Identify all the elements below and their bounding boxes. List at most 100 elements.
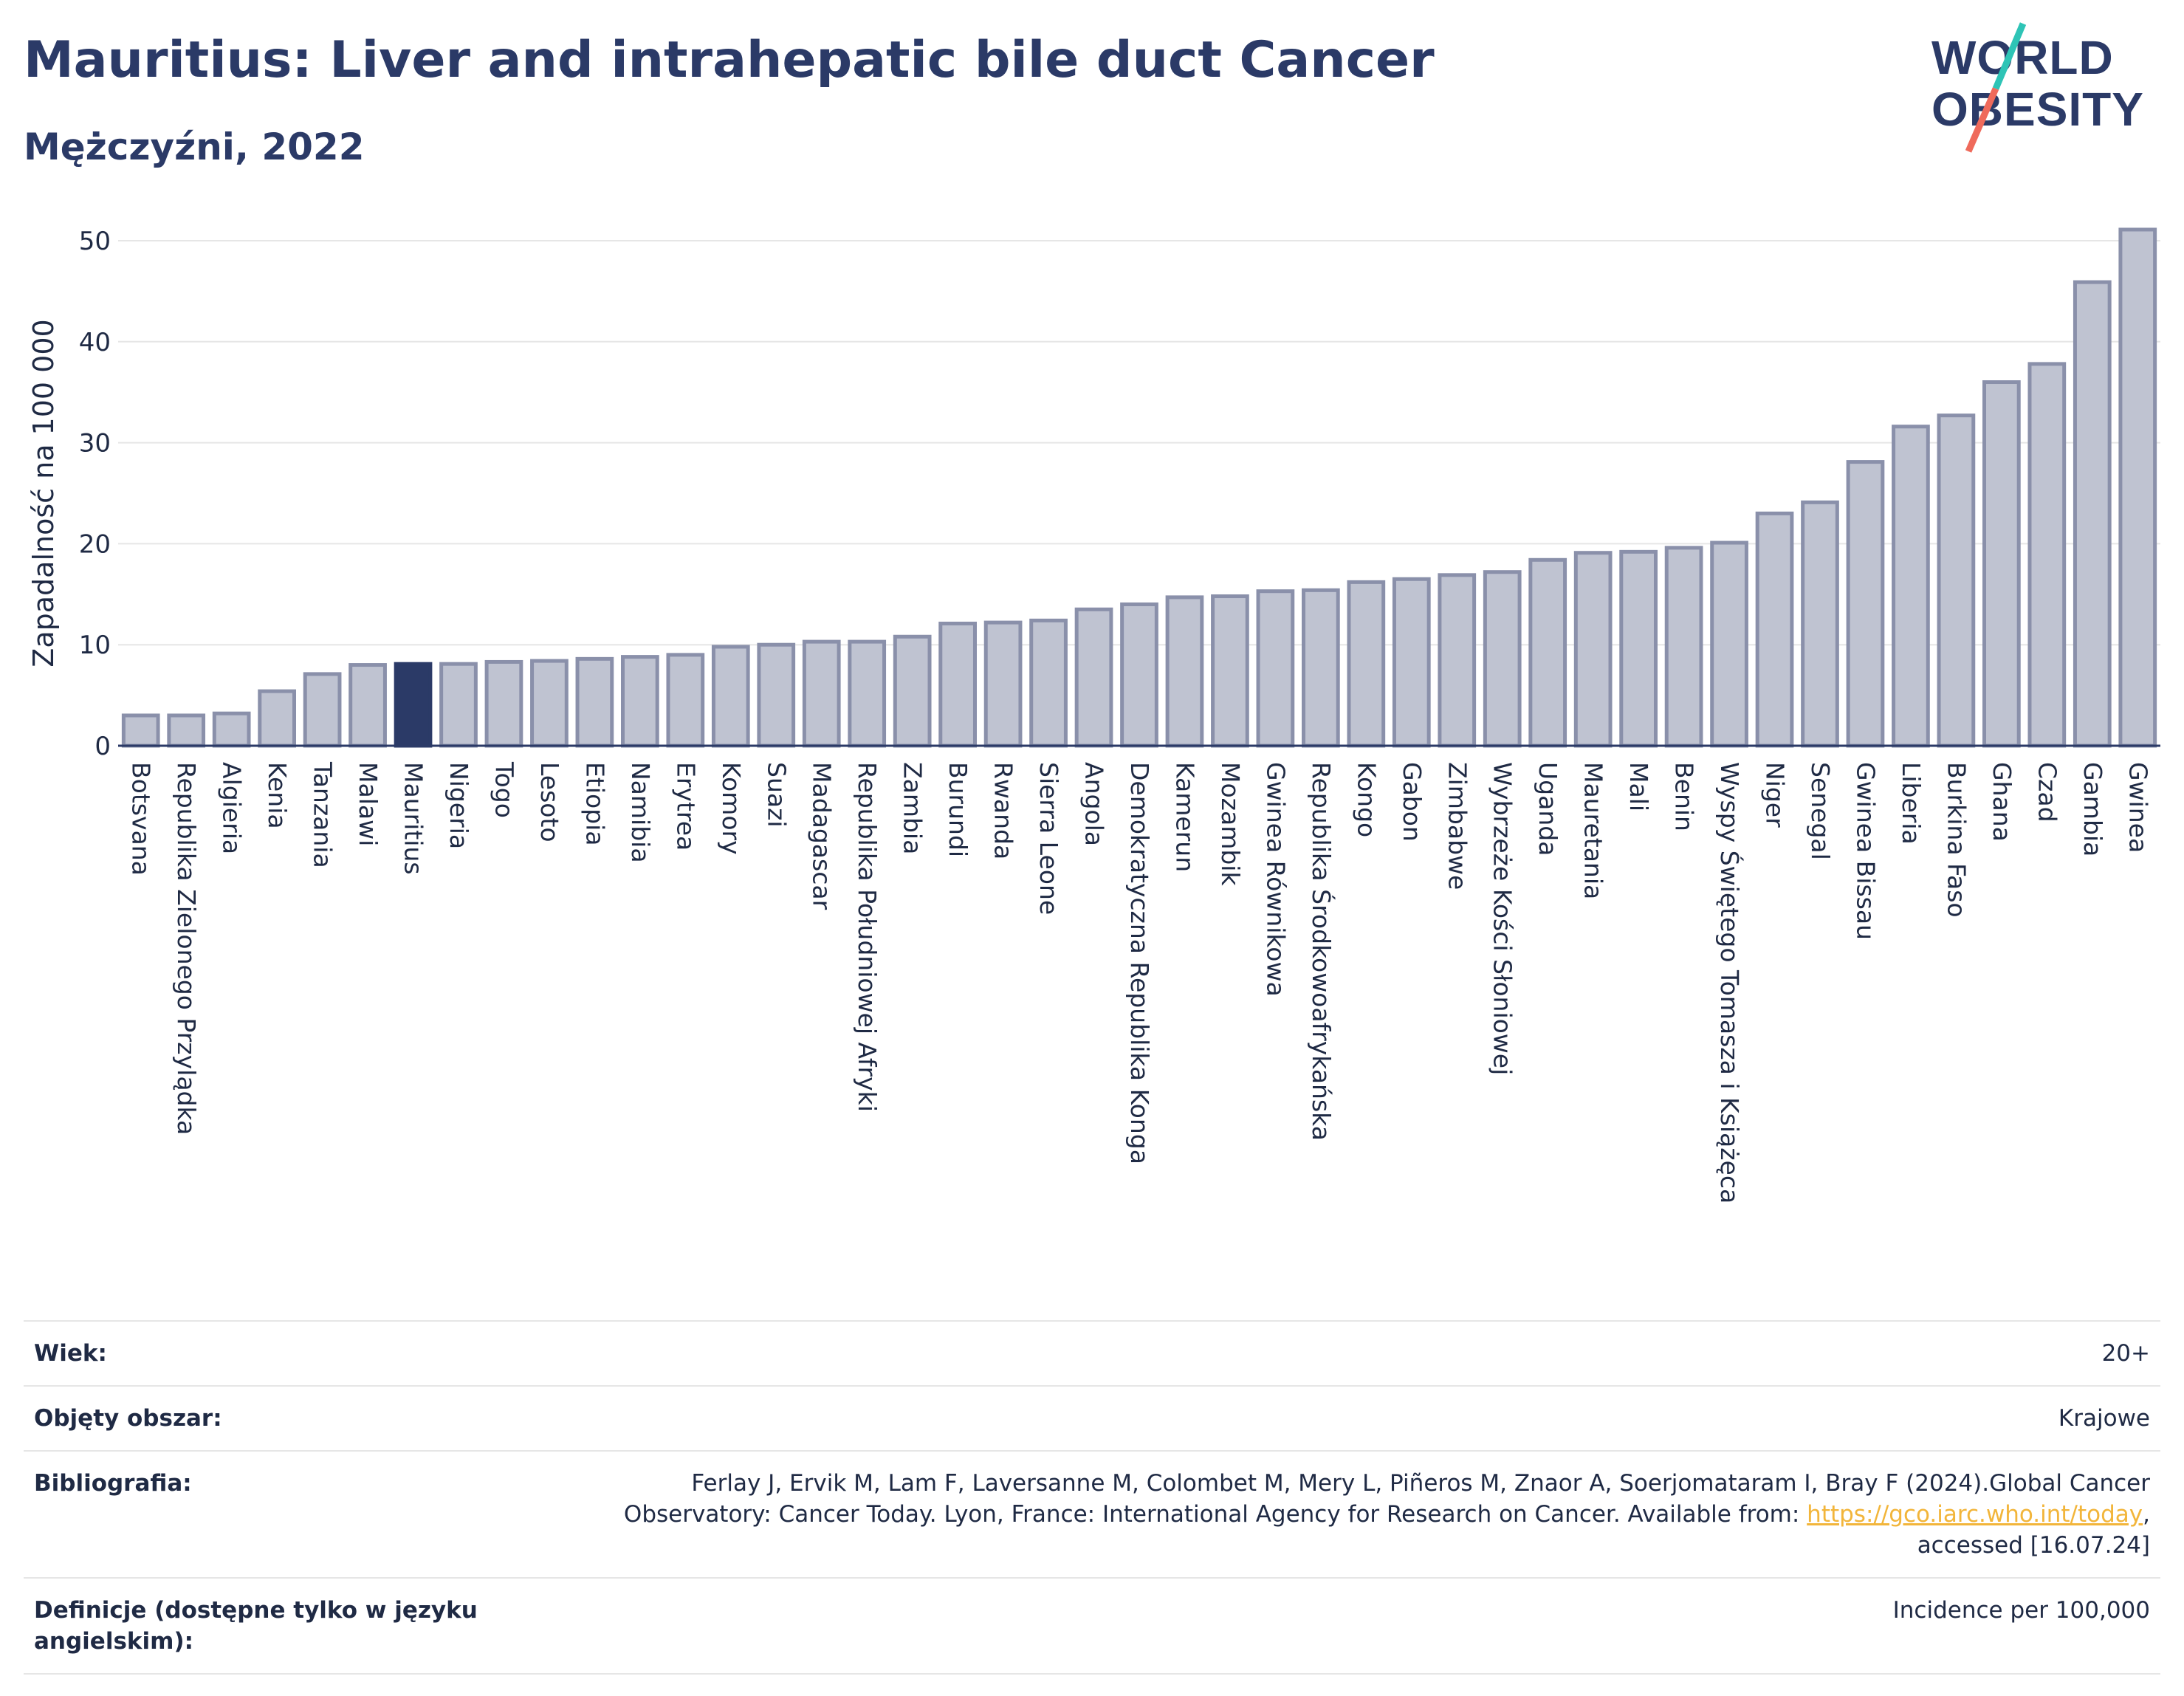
bar[interactable] xyxy=(1846,460,1885,748)
bar[interactable] xyxy=(1074,607,1113,748)
x-tick-label: Suazi xyxy=(762,762,791,828)
bar[interactable] xyxy=(893,634,932,748)
bar[interactable] xyxy=(121,713,160,748)
x-tick-label: Gwinea Bissau xyxy=(1851,762,1880,940)
bar[interactable] xyxy=(1982,380,2021,748)
bar[interactable] xyxy=(1528,557,1567,748)
world-obesity-logo: WORLD OBESITY xyxy=(1931,22,2144,153)
bar[interactable] xyxy=(711,645,750,748)
bar[interactable] xyxy=(1438,573,1477,748)
chart-title: Mauritius: Liver and intrahepatic bile d… xyxy=(24,31,1435,89)
bar[interactable] xyxy=(2027,362,2067,748)
x-tick-label: Mali xyxy=(1624,762,1653,811)
x-tick-label: Czad xyxy=(2033,762,2061,823)
bar[interactable] xyxy=(1347,580,1386,748)
bar[interactable] xyxy=(1892,425,1930,748)
meta-value: Krajowe xyxy=(2058,1405,2150,1432)
x-tick-label: Mauritius xyxy=(399,762,428,875)
x-tick-label: Malawi xyxy=(354,762,382,846)
bar[interactable] xyxy=(1619,549,1658,748)
x-tick-label: Erytrea xyxy=(671,762,700,851)
bar[interactable] xyxy=(1664,546,1703,748)
x-tick-label: Komory xyxy=(717,762,746,855)
x-tick-label: Togo xyxy=(490,761,518,818)
metadata-table: Wiek: 20+ Objęty obszar: Krajowe Bibliog… xyxy=(24,1320,2160,1675)
x-tick-label: Tanzania xyxy=(309,761,337,868)
x-tick-label: Republika Środkowoafrykańska xyxy=(1307,762,1336,1141)
bar[interactable] xyxy=(439,662,478,748)
y-tick-label: 30 xyxy=(79,429,111,459)
bar[interactable] xyxy=(1120,602,1158,748)
x-tick-label: Angola xyxy=(1080,762,1109,846)
logo-line2: OBESITY xyxy=(1931,83,2144,136)
bar[interactable] xyxy=(848,639,887,748)
meta-label: Bibliografia: xyxy=(34,1470,192,1497)
x-tick-label: Ghana xyxy=(1988,762,2016,842)
x-tick-label: Gwinea xyxy=(2123,762,2152,853)
bibliography-accessed: , accessed [16.07.24] xyxy=(1917,1501,2150,1559)
bar[interactable] xyxy=(484,659,523,748)
bar[interactable] xyxy=(1710,540,1748,748)
bar[interactable] xyxy=(348,663,387,748)
x-tick-label: Etiopia xyxy=(580,762,609,846)
y-tick-label: 0 xyxy=(95,732,111,761)
x-tick-label: Botsvana xyxy=(127,762,156,876)
bar[interactable] xyxy=(394,662,433,748)
bar[interactable] xyxy=(1029,618,1068,748)
bars xyxy=(121,227,2157,748)
logo-line1: WORLD xyxy=(1931,31,2114,84)
bar[interactable] xyxy=(2073,280,2112,748)
bibliography-text: Ferlay J, Ervik M, Lam F, Laversanne M, … xyxy=(623,1470,2150,1528)
bar[interactable] xyxy=(303,672,342,748)
x-tick-label: Mauretania xyxy=(1579,762,1608,899)
bar[interactable] xyxy=(621,655,659,748)
x-tick-label: Benin xyxy=(1670,762,1699,831)
x-tick-label: Nigeria xyxy=(444,762,473,849)
bar[interactable] xyxy=(938,621,977,748)
bar[interactable] xyxy=(757,642,796,748)
bar[interactable] xyxy=(1573,551,1613,748)
x-tick-label: Gambia xyxy=(2078,762,2107,856)
x-tick-label: Rwanda xyxy=(989,762,1018,859)
chart-subtitle: Mężczyźni, 2022 xyxy=(24,126,365,168)
bar[interactable] xyxy=(1302,588,1340,748)
meta-value: Incidence per 100,000 xyxy=(1892,1597,2150,1624)
bar[interactable] xyxy=(1211,594,1249,748)
x-tick-label: Gwinea Równikowa xyxy=(1261,762,1290,997)
bar[interactable] xyxy=(2118,227,2157,748)
x-tick-label: Demokratyczna Republika Konga xyxy=(1125,762,1154,1164)
x-tick-label: Senegal xyxy=(1806,762,1835,860)
bar[interactable] xyxy=(1937,413,1976,748)
x-tick-label: Republika Południowej Afryki xyxy=(853,762,882,1112)
x-tick-label: Republika Zielonego Przylądka xyxy=(172,762,201,1135)
x-tick-label: Burkina Faso xyxy=(1942,762,1971,918)
x-tick-labels: Botsvana Republika Zielonego Przylądka Alg… xyxy=(127,761,2153,1204)
bar[interactable] xyxy=(1483,570,1522,748)
x-tick-label: Algieria xyxy=(218,762,247,854)
y-tick-label: 50 xyxy=(79,227,111,256)
bar[interactable] xyxy=(258,689,296,748)
bar[interactable] xyxy=(575,656,614,748)
x-tick-label: Niger xyxy=(1761,762,1790,828)
x-tick-label: Zimbabwe xyxy=(1443,762,1472,890)
x-tick-label: Zambia xyxy=(899,762,927,854)
x-tick-label: Liberia xyxy=(1897,762,1926,845)
bar[interactable] xyxy=(530,659,569,748)
source-link[interactable]: https://gco.iarc.who.int/today xyxy=(1807,1501,2143,1528)
bar[interactable] xyxy=(802,639,841,748)
bar[interactable] xyxy=(167,713,206,748)
meta-row-definitions: Definicje (dostępne tylko w języku angie… xyxy=(24,1577,2160,1675)
bar[interactable] xyxy=(1755,511,1794,748)
x-tick-label: Wybrzeże Kości Słoniowej xyxy=(1488,762,1517,1075)
x-tick-label: Gabon xyxy=(1398,762,1426,842)
bar[interactable] xyxy=(983,620,1023,748)
bar[interactable] xyxy=(1165,595,1204,748)
meta-row-age: Wiek: 20+ xyxy=(24,1320,2160,1385)
bar[interactable] xyxy=(1392,577,1431,748)
bar[interactable] xyxy=(1801,500,1839,748)
meta-label: Objęty obszar: xyxy=(34,1405,222,1432)
bar[interactable] xyxy=(666,653,705,748)
bar[interactable] xyxy=(212,711,251,748)
bar[interactable] xyxy=(1256,589,1295,748)
y-tick-label: 10 xyxy=(79,631,111,660)
